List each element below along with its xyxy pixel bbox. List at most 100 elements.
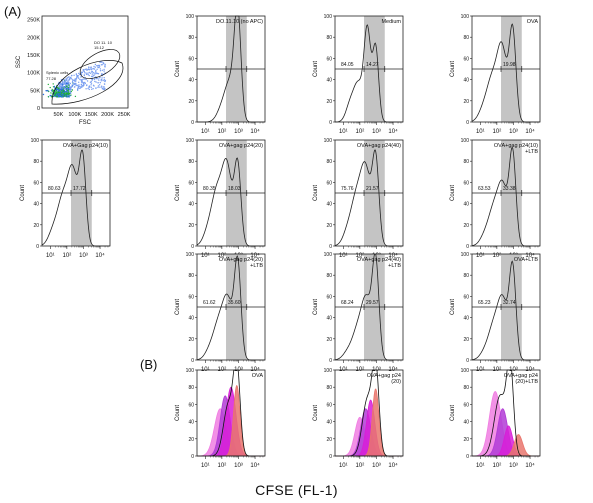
h-gag10-ytick-label-1: 20 <box>33 223 39 229</box>
o-gag-title-2: (20) <box>391 379 401 385</box>
h-gag10-ltb-ytick-label-4: 80 <box>463 159 469 165</box>
h-gag10-ltb-ytick-label-2: 40 <box>463 202 469 208</box>
h-gag10-ltb-ytick-label-3: 60 <box>463 180 469 186</box>
h-gag20-ylabel: Count <box>175 185 181 201</box>
o-ova-ytick-label-5: 100 <box>186 368 195 374</box>
scatter-event-182 <box>71 78 73 81</box>
scatter-event-686 <box>81 86 83 88</box>
o-ova-ytick-label-0: 0 <box>191 454 194 460</box>
o-gag-ltb-xtick-label-0: 10¹ <box>476 463 485 469</box>
scatter-event-271 <box>99 82 102 84</box>
scatter-event-688 <box>65 85 68 88</box>
h-ova-ytick-label-1: 20 <box>463 99 469 105</box>
scatter-event-690 <box>46 90 48 92</box>
scatter-event-583 <box>66 78 68 80</box>
scatter-event-648 <box>100 78 103 81</box>
h-gag40-ltb-ytick-label-4: 80 <box>326 273 332 279</box>
h-gag40-ltb-value-right: 29.57 <box>366 300 379 306</box>
scatter-event-698 <box>67 92 70 95</box>
scatter-event-563 <box>63 86 66 88</box>
scatter-event-566 <box>71 80 74 82</box>
h-ova-xtick-label-0: 10¹ <box>476 129 485 135</box>
scatter-event-571 <box>98 84 101 86</box>
scatter-event-272 <box>101 86 103 88</box>
h-medium-xtick-label-3: 10⁴ <box>388 128 398 135</box>
h-gag10-ltb-ytick-label-0: 0 <box>466 244 469 250</box>
scatter-event-424 <box>90 86 93 89</box>
scatter-event-453 <box>77 87 79 90</box>
h-medium-frame <box>334 15 404 123</box>
scatter-event-165 <box>83 78 86 80</box>
h-medium-xtick-label-0: 10¹ <box>339 129 348 135</box>
scatter-event-684 <box>47 90 49 92</box>
h-gag10-ltb-frame <box>471 139 541 247</box>
scatter-event-665 <box>99 61 101 63</box>
o-ova-ytick-label-4: 80 <box>188 385 194 391</box>
h-gag10-ltb-title-2: +LTB <box>525 149 538 155</box>
scatter-event-266 <box>101 69 104 72</box>
o-gag-ytick-label-3: 60 <box>326 402 332 408</box>
scatter-event-597 <box>58 85 61 88</box>
h-gag10-ltb-ytick-label-5: 100 <box>461 138 470 144</box>
h-gag20-xtick-label-1: 10² <box>218 253 227 259</box>
h-medium-ytick-label-2: 40 <box>326 78 332 84</box>
h-do1110-title: DO.11.10 (no APC) <box>216 19 263 25</box>
scatter-event-328 <box>67 76 69 79</box>
scatter-event-232 <box>83 70 86 73</box>
scatter-event-679 <box>60 91 63 93</box>
o-gag-ltb-frame <box>471 369 541 457</box>
scatter-event-108 <box>90 84 92 86</box>
scatter-event-398 <box>88 71 91 74</box>
scatter-event-658 <box>80 84 83 86</box>
scatter-event-519 <box>65 82 68 85</box>
h-gag10-ltb-value-left: 63.53 <box>478 186 491 192</box>
o-gag-ltb-ytick-label-2: 40 <box>463 420 469 426</box>
scatter-event-186 <box>101 87 104 90</box>
scatter-event-295 <box>104 66 106 68</box>
scatter-event-641 <box>72 79 75 81</box>
h-ova-ytick-label-3: 60 <box>463 56 469 62</box>
h-ova-ltb-ytick-label-3: 60 <box>463 294 469 300</box>
scatter-event-345 <box>85 88 87 90</box>
scatter-frame <box>41 15 129 109</box>
scatter-ytick-label-2: 100K <box>27 71 40 77</box>
scatter-event-576 <box>88 85 91 88</box>
scatter-event-647 <box>80 80 83 82</box>
h-gag40-xtick-label-3: 10⁴ <box>388 252 398 259</box>
h-gag40-ltb-title-2: +LTB <box>388 263 401 269</box>
scatter-event-663 <box>87 72 89 74</box>
h-gag10-ltb-value-right: 33.38 <box>503 186 516 192</box>
scatter-event-456 <box>95 81 97 83</box>
scatter-event-674 <box>62 85 64 88</box>
h-do1110-xtick-label-3: 10⁴ <box>250 128 260 135</box>
scatter-event-510 <box>71 85 73 87</box>
scatter-event-310 <box>50 92 52 94</box>
h-ova-title: OVA <box>527 19 539 25</box>
scatter-event-184 <box>69 82 72 85</box>
scatter-event-607 <box>95 77 98 80</box>
scatter-event-204 <box>66 81 68 83</box>
h-gag40-ytick-label-3: 60 <box>326 180 332 186</box>
h-gag20-value-right: 18.03 <box>228 186 241 192</box>
scatter-event-605 <box>71 81 74 83</box>
o-gag-frame <box>334 369 404 457</box>
scatter-event-694 <box>61 94 63 97</box>
h-do1110-frame <box>196 15 266 123</box>
scatter-event-692 <box>58 94 61 97</box>
o-gag-title: OVA+gag p24 <box>367 373 401 379</box>
scatter-event-281 <box>98 77 101 79</box>
h-ova-ltb-ytick-label-0: 0 <box>466 358 469 364</box>
h-ova-frame <box>471 15 541 123</box>
scatter-event-611 <box>68 84 70 86</box>
o-ova-ytick-label-1: 20 <box>188 437 194 443</box>
h-gag40-value-right: 21.57 <box>366 186 379 192</box>
scatter-event-484 <box>53 94 56 97</box>
scatter-event-366 <box>93 72 95 74</box>
scatter-event-516 <box>71 84 74 86</box>
scatter-event-591 <box>97 82 99 84</box>
scatter-event-137 <box>84 72 86 74</box>
scatter-event-633 <box>103 86 105 88</box>
h-ova-ltb-ytick-label-4: 80 <box>463 273 469 279</box>
scatter-event-135 <box>102 88 105 91</box>
h-gag20-xtick-label-3: 10⁴ <box>250 252 260 259</box>
